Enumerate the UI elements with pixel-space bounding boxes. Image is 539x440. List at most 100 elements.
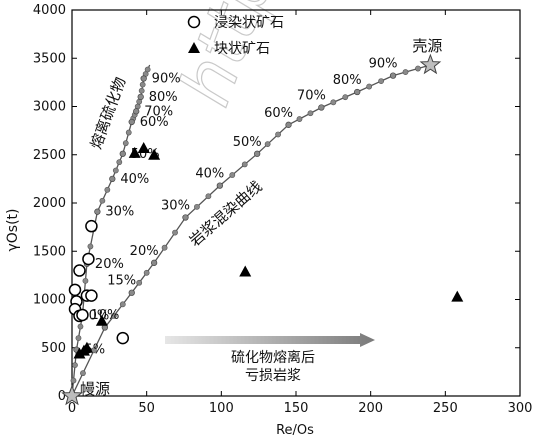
curve-label-sulfide-segregation: 熔离硫化物 bbox=[87, 75, 130, 152]
curve-percent-label: 70% bbox=[144, 104, 173, 119]
depleted-magma-arrow-shape bbox=[165, 333, 375, 347]
disseminated-ore-point bbox=[68, 283, 82, 297]
crust-source-label: 壳源 bbox=[412, 37, 442, 55]
mantle-source-label: 幔源 bbox=[80, 380, 110, 398]
massive-ore-point bbox=[80, 341, 93, 353]
curve-percent-dot bbox=[285, 121, 292, 128]
curve-dot bbox=[110, 313, 117, 319]
curve-dot bbox=[296, 116, 303, 122]
curve-dot bbox=[342, 94, 349, 101]
curve-dot bbox=[82, 277, 89, 284]
axis-ticks: 0 50 100 150 200 250 300 0 500 1000 1500 2000 2500 30… bbox=[33, 3, 533, 416]
curve-percent-dot bbox=[389, 72, 397, 79]
curve-percent-label: 30% bbox=[161, 198, 190, 213]
curve-percent-dot bbox=[354, 88, 361, 96]
y-tick-label: 0 bbox=[58, 389, 66, 404]
massive-ore-point bbox=[239, 265, 252, 277]
curve-percent-label: 40% bbox=[195, 167, 224, 182]
y-tick-label: 2500 bbox=[33, 148, 66, 163]
mantle-source-star-icon bbox=[61, 384, 83, 406]
x-tick-label: 0 bbox=[68, 401, 76, 416]
x-tick-label: 250 bbox=[433, 401, 458, 416]
curve-dot bbox=[72, 362, 78, 369]
disseminated-ore-point bbox=[85, 219, 98, 233]
curve-percent-label: 30% bbox=[105, 205, 134, 220]
curve-percent-dot bbox=[128, 118, 135, 126]
magma-contamination-curve bbox=[71, 64, 431, 397]
y-tick-label: 500 bbox=[41, 341, 66, 356]
massive-ore-point bbox=[128, 146, 141, 158]
curve-dot bbox=[122, 140, 129, 147]
curve-dot bbox=[307, 110, 314, 117]
curve-label-magma-contamination: 岩浆混染曲线 bbox=[186, 177, 266, 250]
curve-percent-label: 70% bbox=[297, 88, 326, 103]
curve-dot bbox=[112, 167, 119, 174]
annotation-line-2: 亏损岩浆 bbox=[245, 368, 301, 384]
curve-dot bbox=[144, 66, 151, 73]
curve-dot bbox=[99, 197, 106, 204]
curve-dot bbox=[161, 244, 168, 251]
curve-percent-label: 50% bbox=[233, 135, 262, 150]
x-tick-label: 300 bbox=[508, 401, 533, 416]
curve-percent-label: 10% bbox=[90, 308, 119, 323]
y-tick-label: 2000 bbox=[33, 196, 66, 211]
curve-percent-label: 15% bbox=[107, 274, 136, 289]
curve-dot bbox=[264, 141, 271, 148]
curve-percent-label: 90% bbox=[369, 57, 398, 72]
legend-triangle-icon bbox=[188, 42, 200, 53]
y-tick-label: 1000 bbox=[33, 293, 66, 308]
curve-percent-dot bbox=[128, 289, 135, 296]
curve-percent-dot bbox=[254, 150, 261, 157]
data-points bbox=[68, 141, 464, 359]
curve-percent-label: 40% bbox=[120, 172, 149, 187]
model-curves bbox=[70, 64, 431, 397]
disseminated-ore-point bbox=[85, 289, 98, 302]
curve-dot bbox=[172, 229, 178, 236]
curve-percent-label: 5% bbox=[84, 343, 105, 358]
annotation-line-1: 硫化物熔离后 bbox=[231, 349, 315, 366]
y-axis-label: γOs(t) bbox=[5, 208, 21, 251]
curve-percent-label: 20% bbox=[95, 257, 124, 272]
massive-ore-point bbox=[95, 314, 108, 326]
curve-percent-dot bbox=[216, 182, 223, 189]
curve-dot bbox=[104, 186, 111, 193]
massive-ore-point bbox=[137, 141, 150, 153]
curve-percent-label: 20% bbox=[130, 244, 159, 259]
curve-dot bbox=[139, 81, 146, 88]
curve-dot bbox=[378, 78, 385, 84]
x-axis-label: Re/Os bbox=[276, 423, 314, 438]
curve-dot bbox=[241, 161, 248, 168]
legend-label-disseminated: 浸染状矿石 bbox=[214, 15, 284, 31]
x-tick-label: 150 bbox=[284, 401, 309, 416]
curve-dot bbox=[138, 87, 145, 94]
curve-percent-dot bbox=[109, 175, 116, 183]
curve-dot bbox=[77, 323, 84, 330]
legend: 浸染状矿石 块状矿石 bbox=[187, 15, 284, 57]
curve-percent-label: 80% bbox=[333, 73, 362, 88]
curve-dot bbox=[80, 370, 86, 377]
curve-percent-dot bbox=[318, 104, 325, 111]
x-tick-label: 50 bbox=[138, 401, 155, 416]
curve-dot bbox=[87, 243, 94, 250]
curve-percent-dot bbox=[119, 150, 126, 157]
curve-dot bbox=[119, 301, 126, 308]
curve-percent-dot bbox=[182, 214, 189, 221]
y-tick-label: 1500 bbox=[33, 244, 66, 259]
curve-percent-label: 90% bbox=[152, 72, 181, 87]
curve-percent-dot bbox=[133, 108, 140, 115]
x-tick-label: 100 bbox=[209, 401, 234, 416]
curve-dot bbox=[116, 159, 123, 166]
legend-label-massive: 块状矿石 bbox=[214, 41, 270, 57]
disseminated-ore-point bbox=[73, 264, 86, 277]
y-tick-label: 4000 bbox=[33, 3, 66, 18]
curve-dot bbox=[366, 83, 373, 90]
x-tick-label: 200 bbox=[358, 401, 383, 416]
massive-ore-point bbox=[451, 290, 464, 302]
curve-percent-label: 60% bbox=[140, 115, 169, 130]
curve-dot bbox=[194, 203, 200, 210]
legend-open-circle-icon bbox=[187, 15, 201, 29]
curve-percent-dot bbox=[150, 259, 158, 266]
curve-dot bbox=[75, 335, 82, 341]
